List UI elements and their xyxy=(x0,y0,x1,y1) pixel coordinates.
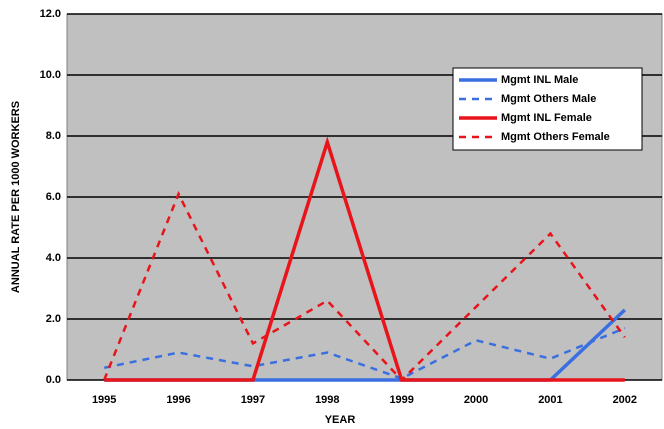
x-tick-label: 1999 xyxy=(389,394,413,406)
x-tick-label: 1998 xyxy=(315,394,339,406)
series-line xyxy=(103,190,626,382)
y-tick-label: 2.0 xyxy=(46,313,61,325)
x-tick-label: 1995 xyxy=(92,394,116,406)
x-tick-label: 2000 xyxy=(464,394,488,406)
x-tick-label: 1996 xyxy=(166,394,190,406)
legend-label: Mgmt INL Female xyxy=(501,112,592,124)
y-axis-title: ANNUAL RATE PER 1000 WORKERS xyxy=(10,101,22,293)
y-tick-label: 12.0 xyxy=(40,8,61,20)
legend-label: Mgmt Others Male xyxy=(501,93,596,105)
y-tick-label: 8.0 xyxy=(46,130,61,142)
legend-label: Mgmt Others Female xyxy=(501,131,610,143)
x-axis-title: YEAR xyxy=(325,414,356,426)
legend: Mgmt INL Male Mgmt Others Male Mgmt INL Fe… xyxy=(452,67,643,151)
y-tick-label: 10.0 xyxy=(40,69,61,81)
x-tick-label: 2002 xyxy=(613,394,637,406)
series-line xyxy=(103,326,626,380)
legend-box xyxy=(452,67,643,151)
y-tick-label: 4.0 xyxy=(46,252,61,264)
series-line xyxy=(104,136,625,382)
x-tick-label: 2001 xyxy=(538,394,562,406)
legend-label: Mgmt INL Male xyxy=(501,74,578,86)
y-tick-label: 0.0 xyxy=(46,374,61,386)
x-tick-label: 1997 xyxy=(241,394,265,406)
y-tick-label: 6.0 xyxy=(46,191,61,203)
